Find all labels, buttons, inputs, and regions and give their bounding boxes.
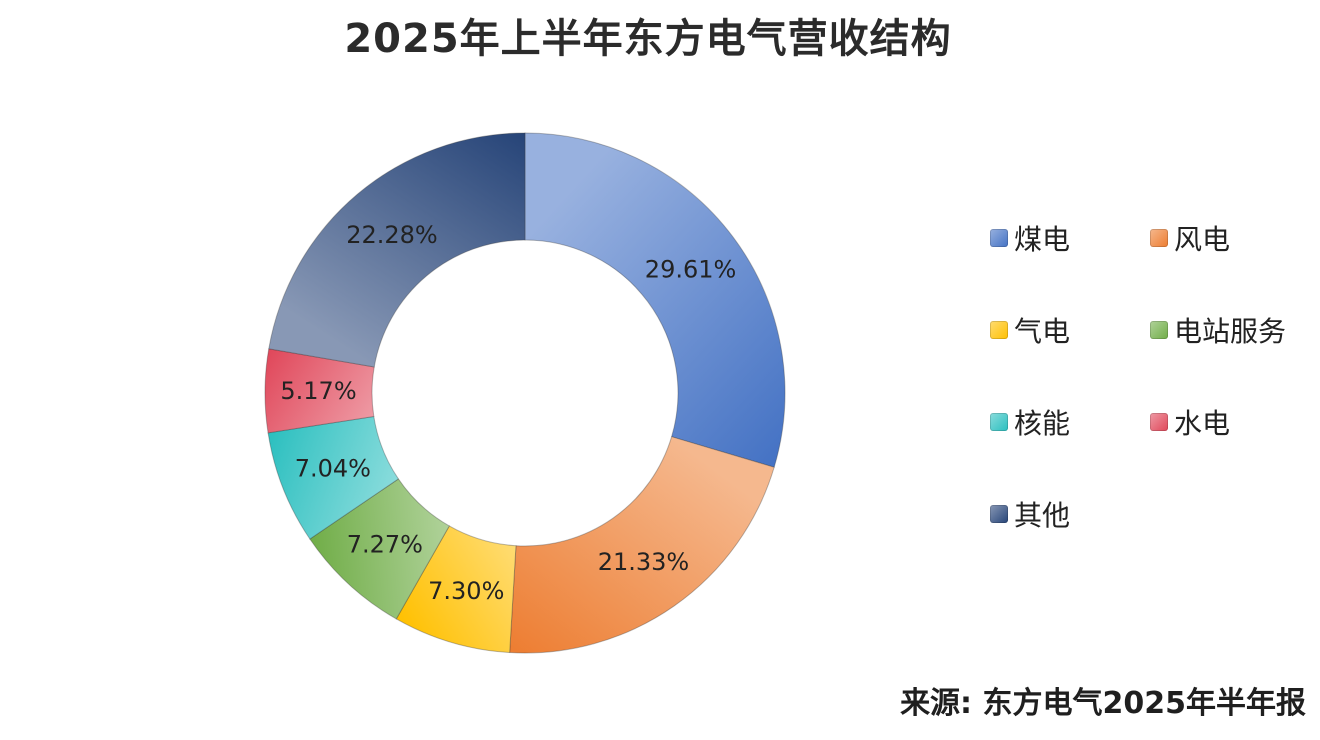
legend-label: 核能 <box>1014 407 1071 440</box>
donut-slice-7 <box>268 132 526 368</box>
data-label-slice-6: 5.17% <box>280 377 356 405</box>
legend-swatch <box>1150 321 1168 339</box>
donut-slices <box>264 132 786 654</box>
legend-item-5: 核能 <box>990 402 1070 442</box>
legend-item-3: 气电 <box>990 310 1070 350</box>
source-note: 来源: 东方电气2025年半年报 <box>900 686 1306 721</box>
donut-data-labels: 29.61% 21.33% 7.30%7.27% 7.04% 5.17% 22.28% <box>280 221 736 605</box>
data-label-slice-2: 21.33% <box>598 548 690 576</box>
legend-swatch <box>1150 413 1168 431</box>
data-label-slice-1: 29.61% <box>645 256 737 284</box>
legend-item-4: 电站服务 <box>1150 310 1286 350</box>
legend-label: 其他 <box>1014 499 1071 532</box>
donut-slice-3 <box>395 525 517 654</box>
legend-item-6: 水电 <box>1150 402 1230 442</box>
legend-swatch <box>990 229 1008 247</box>
legend-swatch <box>1150 229 1168 247</box>
data-label-slice-4: 7.27% <box>347 531 423 559</box>
legend-swatch <box>990 321 1008 339</box>
donut-slice-5 <box>267 415 400 540</box>
legend-label: 气电 <box>1014 315 1071 348</box>
legend-label: 电站服务 <box>1174 315 1287 348</box>
legend-label: 风电 <box>1174 223 1231 256</box>
data-label-slice-3: 7.30% <box>428 577 504 605</box>
donut-slice-1 <box>524 132 786 468</box>
donut-slice-4 <box>309 478 450 620</box>
legend-item-2: 风电 <box>1150 218 1230 258</box>
legend-item-1: 煤电 <box>990 218 1070 258</box>
data-label-slice-7: 22.28% <box>346 221 438 249</box>
legend-item-7: 其他 <box>990 494 1070 534</box>
legend-swatch <box>990 413 1008 431</box>
chart-title: 2025年上半年东方电气营收结构 <box>344 16 952 62</box>
donut-slice-2 <box>509 436 775 654</box>
legend-swatch <box>990 505 1008 523</box>
legend-label: 水电 <box>1174 407 1231 440</box>
data-label-slice-5: 7.04% <box>295 455 371 483</box>
legend-label: 煤电 <box>1014 223 1071 256</box>
